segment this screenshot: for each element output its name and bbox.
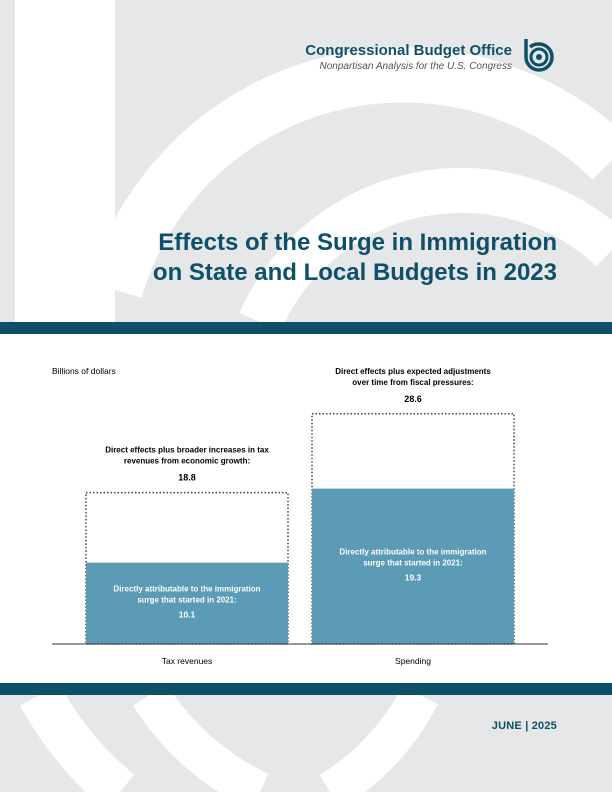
cbo-header: Congressional Budget Office Nonpartisan … [305, 36, 560, 78]
direct-label-line2-1: surge that started in 2021: [363, 558, 463, 567]
header-text: Congressional Budget Office Nonpartisan … [305, 42, 512, 73]
direct-label-line1-0: Directly attributable to the immigration [113, 584, 260, 593]
total-label-line2-1: over time from fiscal pressures: [352, 378, 473, 387]
publication-date: JUNE | 2025 [491, 720, 557, 732]
category-label-1: Spending [395, 656, 431, 666]
org-name: Congressional Budget Office [305, 41, 512, 59]
total-value-0: 18.8 [178, 473, 196, 483]
direct-value-0: 10.1 [179, 609, 196, 619]
bar-chart: Billions of dollars Direct effects plus b… [52, 366, 548, 666]
org-tagline: Nonpartisan Analysis for the U.S. Congre… [319, 60, 513, 72]
report-title: Effects of the Surge in Immigration on S… [77, 228, 557, 288]
total-label-line2-0: revenues from economic growth: [124, 457, 250, 466]
cbo-logo-icon [524, 39, 554, 72]
total-value-1: 28.6 [404, 394, 422, 404]
direct-label-line2-0: surge that started in 2021: [137, 595, 237, 604]
logo-center-dot [536, 54, 542, 60]
direct-value-1: 19.3 [405, 572, 422, 582]
title-line-2: on State and Local Budgets in 2023 [152, 259, 557, 286]
category-label-0: Tax revenues [162, 656, 213, 666]
total-label-line1-1: Direct effects plus expected adjustments [335, 367, 491, 376]
total-label-line1-0: Direct effects plus broader increases in… [105, 446, 269, 455]
bar-direct-0 [86, 562, 288, 644]
y-axis-label: Billions of dollars [52, 366, 116, 376]
title-line-1: Effects of the Surge in Immigration [158, 229, 557, 256]
bottom-band [0, 683, 612, 695]
top-band [0, 322, 612, 334]
logo-middle-ring [529, 47, 549, 67]
direct-label-line1-1: Directly attributable to the immigration [339, 547, 486, 556]
logo-outer-ring [524, 39, 554, 72]
bar-direct-1 [312, 488, 514, 644]
